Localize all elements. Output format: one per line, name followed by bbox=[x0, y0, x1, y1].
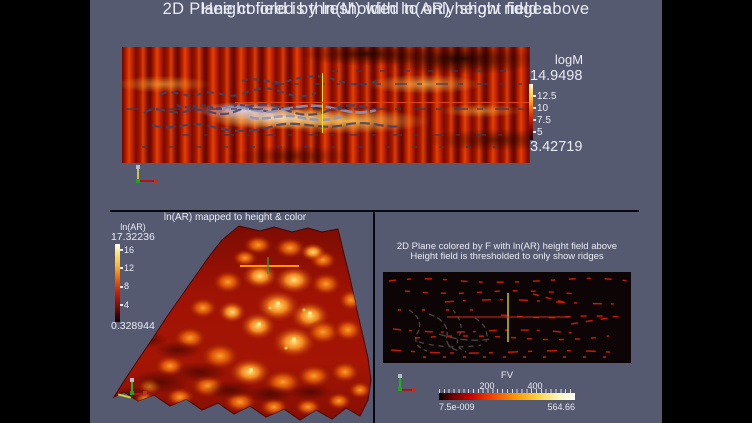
axis-tip-label bbox=[412, 388, 416, 392]
axis-tip-label bbox=[143, 391, 147, 395]
axis-origin-cube bbox=[398, 387, 402, 391]
lnar-tick-label: 4 bbox=[124, 300, 130, 310]
logm-tick-mark bbox=[533, 95, 536, 97]
gray-wisps bbox=[408, 309, 492, 353]
lnar-tick-label: 12 bbox=[124, 263, 135, 273]
ridge-contours-overlay bbox=[126, 70, 526, 148]
fv-legend-min: 7.5e-009 bbox=[439, 402, 475, 412]
top-render-view-heatmap[interactable] bbox=[122, 47, 530, 163]
logm-tick-label: 12.5 bbox=[537, 91, 557, 102]
lnar-tick-mark bbox=[120, 304, 123, 306]
lnar-tick-label: 8 bbox=[124, 281, 130, 291]
view-divider-horizontal bbox=[110, 210, 639, 212]
y-axis-icon bbox=[137, 169, 139, 180]
axis-tip-label bbox=[130, 378, 134, 382]
x-axis-icon bbox=[140, 180, 154, 182]
logm-legend-title: logM bbox=[554, 52, 584, 67]
bottom-right-view-title-line1: 2D Plane colored by F with ln(AR) height… bbox=[396, 241, 618, 252]
view-divider-vertical bbox=[373, 212, 375, 423]
logm-colorbar[interactable] bbox=[529, 84, 533, 140]
lnar-tick-label: 16 bbox=[124, 245, 135, 255]
x-axis-icon bbox=[402, 389, 413, 391]
z-axis-icon bbox=[131, 382, 133, 392]
probe-line-vertical bbox=[322, 73, 323, 133]
red-ridge-dashes bbox=[398, 309, 618, 358]
lnar-legend-min: 0.328944 bbox=[111, 320, 155, 332]
axis-origin-cube bbox=[130, 391, 134, 395]
x-axis-icon bbox=[134, 393, 145, 395]
logm-tick-label: 10 bbox=[537, 103, 549, 114]
lnar-legend-title: ln(AR) bbox=[120, 222, 146, 232]
terrain-bumps bbox=[116, 235, 371, 417]
lnar-tick-mark bbox=[120, 286, 123, 288]
lnar-legend-max: 17.32236 bbox=[111, 231, 155, 243]
axis-tip-label bbox=[154, 179, 158, 183]
fv-legend-title: FV bbox=[500, 370, 514, 381]
bottom-right-view-title-line2: Height field is thresholded to only show… bbox=[410, 251, 604, 262]
lnar-tick-mark bbox=[120, 267, 123, 269]
orientation-axes-bottom-right bbox=[395, 374, 425, 400]
logm-tick-label: 5 bbox=[537, 127, 543, 138]
probe-line-horizontal bbox=[235, 102, 530, 103]
f-ridges-render-view[interactable] bbox=[383, 272, 631, 363]
axis-tip-label bbox=[398, 374, 402, 378]
logm-legend-min: 3.42719 bbox=[530, 139, 583, 155]
visualization-viewport: 2D Plane colored by ln(M) with ln(AR) he… bbox=[90, 0, 662, 423]
orientation-axes-bottom-left bbox=[116, 378, 147, 404]
terrain-render-view[interactable] bbox=[108, 220, 378, 423]
logm-tick-mark bbox=[533, 119, 536, 121]
fv-tick-label: 200 bbox=[479, 381, 495, 391]
fv-tick-marks bbox=[439, 389, 575, 393]
fv-colorbar[interactable] bbox=[439, 393, 575, 400]
lnar-colorbar[interactable] bbox=[115, 244, 120, 322]
fv-tick-label: 400 bbox=[527, 381, 543, 391]
axis-tip-label bbox=[136, 165, 140, 169]
logm-legend-max: 14.9498 bbox=[530, 68, 583, 84]
y-axis-icon bbox=[399, 378, 401, 388]
axis-origin-cube bbox=[136, 179, 140, 183]
top-view-title-line1: 2D Plane colored by ln(M) with ln(AR) he… bbox=[162, 0, 590, 18]
logm-tick-mark bbox=[533, 107, 536, 109]
fv-legend-max: 564.66 bbox=[547, 402, 575, 412]
top-view-title-line2: Height field is thresholded to only show… bbox=[201, 0, 551, 18]
logm-tick-mark bbox=[533, 131, 536, 133]
bottom-left-view-title: ln(AR) mapped to height & color bbox=[163, 212, 307, 223]
logm-tick-label: 7.5 bbox=[537, 115, 551, 126]
orientation-axes-top bbox=[134, 165, 164, 191]
lnar-tick-mark bbox=[120, 249, 123, 251]
